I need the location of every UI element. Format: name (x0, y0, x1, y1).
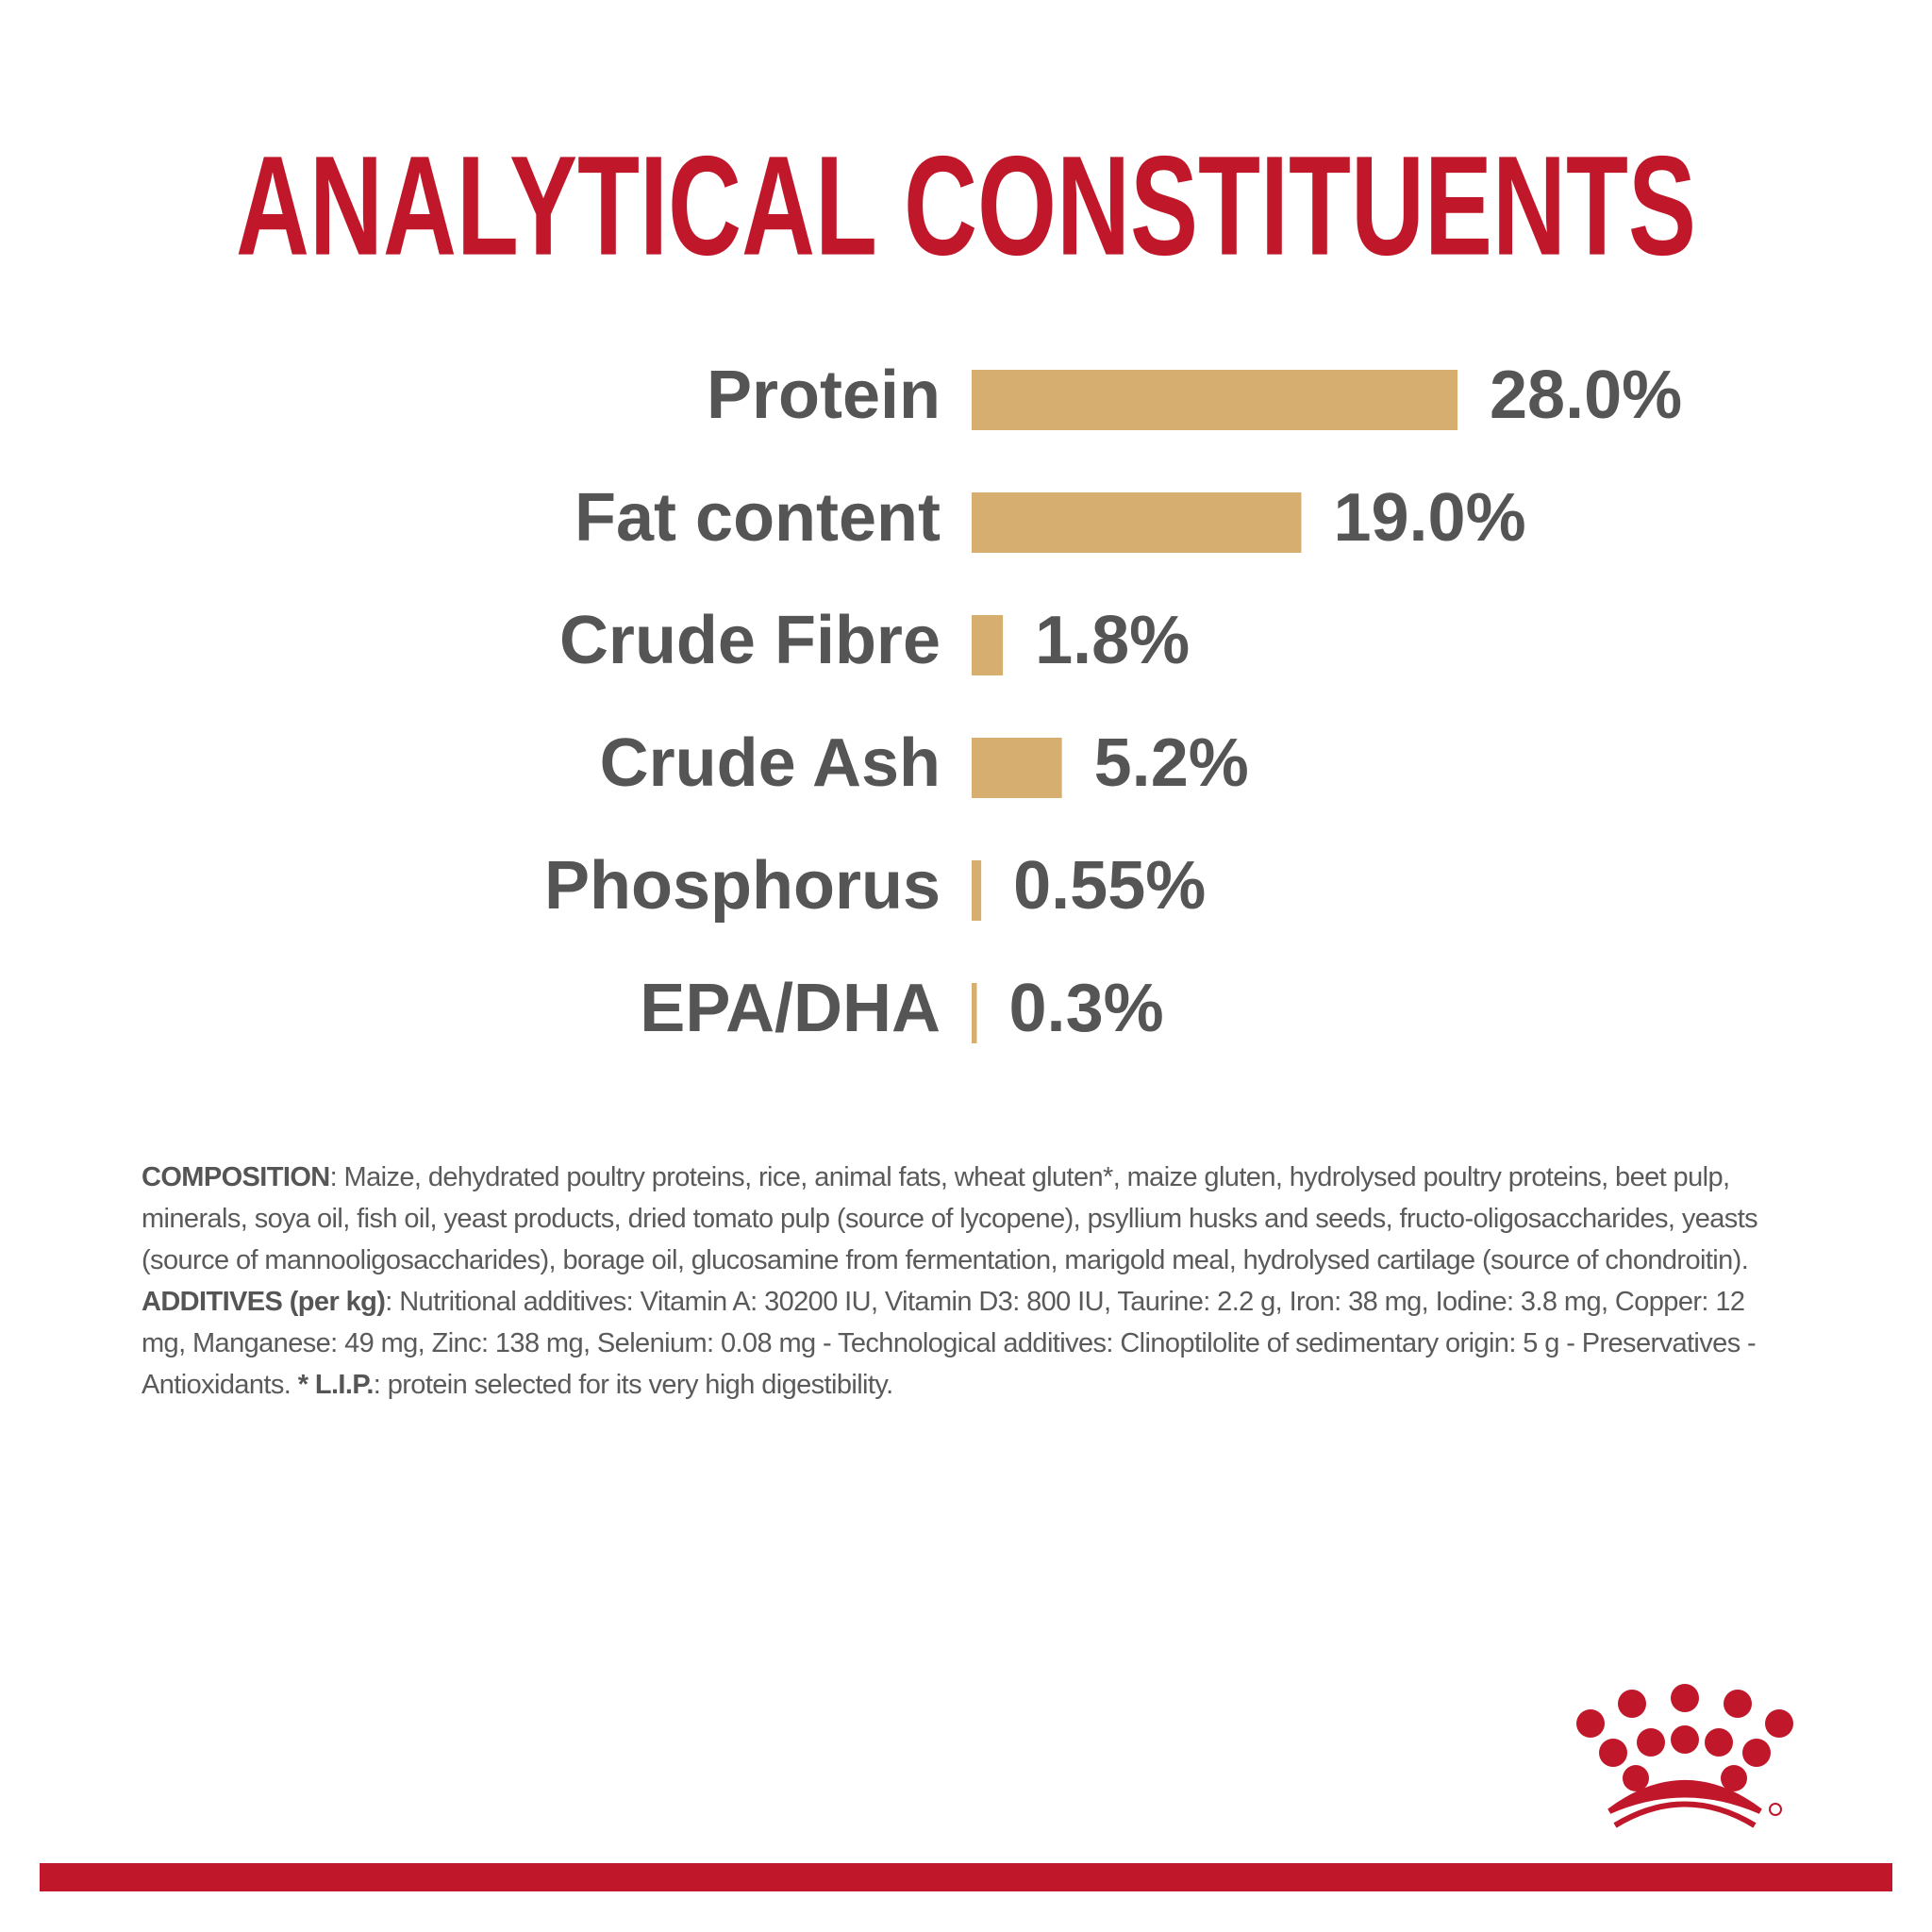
composition-heading: COMPOSITION (142, 1162, 330, 1192)
category-label: EPA/DHA (640, 971, 941, 1046)
bar (972, 615, 1004, 675)
bar (972, 492, 1302, 553)
value-label: 0.55% (1013, 848, 1206, 924)
category-label: Protein (707, 358, 941, 433)
bar (972, 860, 982, 921)
composition-text: : Nutritional additives: Vitamin A: 3020… (142, 1287, 1757, 1400)
bar (972, 738, 1062, 798)
composition-heading: * L.I.P. (297, 1370, 375, 1400)
composition: COMPOSITION: Maize, dehydrated poultry p… (142, 1157, 1792, 1406)
composition-text: : protein selected for its very high dig… (373, 1370, 893, 1400)
chart-title: ANALYTICAL CONSTITUENTS (236, 126, 1696, 285)
bar (972, 370, 1457, 430)
value-label: 28.0% (1490, 358, 1682, 433)
category-label: Fat content (575, 480, 941, 556)
footer-band (40, 1863, 1892, 1891)
composition-text: : Maize, dehydrated poultry proteins, ri… (142, 1162, 1758, 1275)
logo (1576, 1684, 1793, 1828)
bar (972, 983, 977, 1043)
value-label: 0.3% (1009, 971, 1164, 1046)
composition-heading: ADDITIVES (per kg) (142, 1287, 386, 1317)
value-label: 5.2% (1094, 725, 1249, 801)
category-label: Phosphorus (544, 848, 941, 924)
value-label: 1.8% (1035, 603, 1190, 678)
value-label: 19.0% (1333, 480, 1525, 556)
category-label: Crude Ash (600, 725, 941, 801)
category-label: Crude Fibre (559, 603, 941, 678)
